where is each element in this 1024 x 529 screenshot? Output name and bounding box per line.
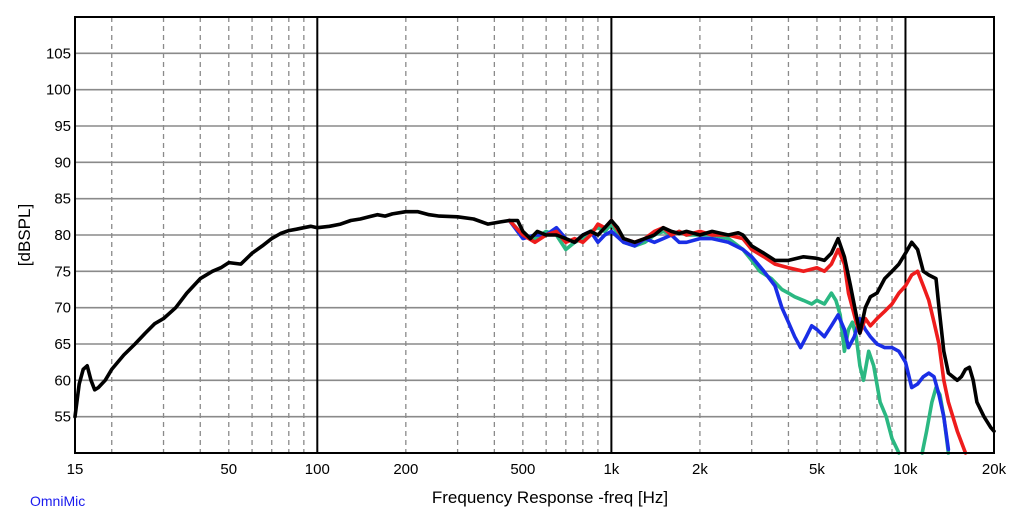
x-tick-label: 200 — [393, 461, 418, 478]
y-tick-label: 100 — [46, 82, 71, 99]
y-tick-label: 90 — [54, 154, 71, 171]
x-tick-label: 500 — [510, 461, 535, 478]
y-tick-label: 75 — [54, 263, 71, 280]
y-tick-label: 85 — [54, 191, 71, 208]
series-line-4 — [73, 209, 996, 433]
y-tick-label: 55 — [54, 409, 71, 426]
brand-label: OmniMic — [30, 493, 86, 509]
x-tick-label: 100 — [305, 461, 330, 478]
x-tick-labels: 15 50 100 200 500 1k 2k 5k 10k 20k — [67, 461, 1007, 478]
x-tick-label: 1k — [603, 461, 619, 478]
x-tick-label: 15 — [67, 461, 84, 478]
x-tick-label: 5k — [809, 461, 825, 478]
y-tick-label: 60 — [54, 372, 71, 389]
x-tick-label: 20k — [982, 461, 1007, 478]
y-tick-labels: 55 60 65 70 75 80 85 90 95 100 105 — [46, 45, 71, 425]
series-line-3 — [507, 218, 968, 455]
plot-frame — [74, 16, 995, 454]
x-tick-label: 50 — [220, 461, 237, 478]
y-tick-label: 70 — [54, 300, 71, 317]
x-tick-label: 2k — [692, 461, 708, 478]
series-line-2 — [507, 218, 951, 452]
y-tick-label: 95 — [54, 118, 71, 135]
y-tick-label: 80 — [54, 227, 71, 244]
y-tick-label: 105 — [46, 45, 71, 62]
x-tick-label: 10k — [893, 461, 918, 478]
y-tick-label: 65 — [54, 336, 71, 353]
series-layer — [73, 209, 996, 455]
x-axis-label: Frequency Response -freq [Hz] — [432, 488, 668, 507]
y-axis-label: [dBSPL] — [15, 204, 34, 266]
